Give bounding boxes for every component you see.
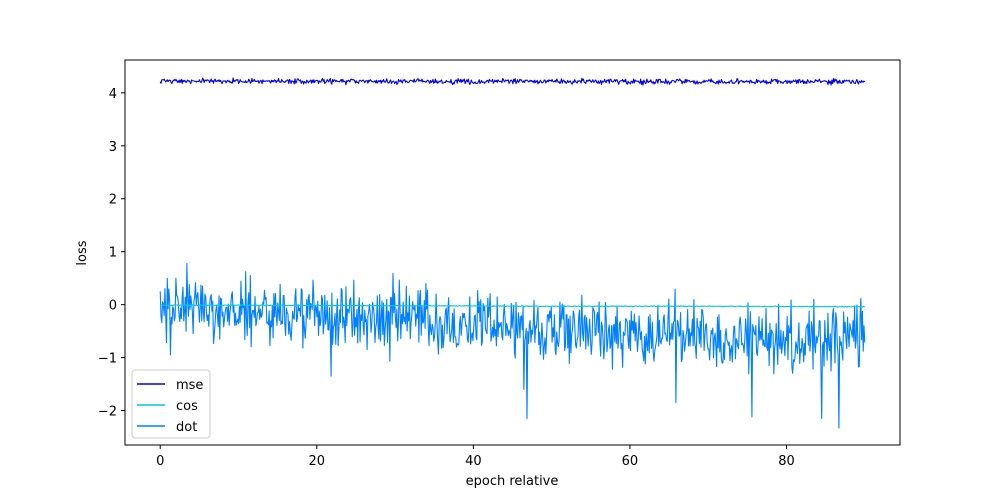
y-tick-label: 4: [109, 87, 117, 102]
x-tick-label: 40: [465, 454, 482, 469]
legend-items: mse cos dot: [137, 378, 203, 435]
y-tick-label: 1: [109, 246, 117, 261]
legend-label-dot: dot: [176, 420, 197, 435]
x-tick-label: 60: [622, 454, 639, 469]
plot-area-frame: [124, 59, 901, 446]
series-layer: [159, 77, 866, 429]
legend-box: [131, 369, 211, 439]
y-tick-label: 3: [109, 140, 117, 155]
x-axis-ticks: 0 20 40 60 80: [156, 445, 795, 469]
series-line-mse: [159, 77, 866, 86]
y-tick-label: −2: [98, 405, 117, 420]
y-tick-label: −1: [98, 352, 117, 367]
y-tick-label: 2: [109, 193, 117, 208]
series-line-dot: [159, 262, 866, 429]
x-tick-label: 80: [778, 454, 795, 469]
series-line-cos: [159, 304, 866, 308]
x-tick-label: 20: [309, 454, 326, 469]
legend-label-cos: cos: [176, 399, 198, 414]
y-tick-label: 0: [109, 299, 117, 314]
legend-label-mse: mse: [176, 378, 203, 393]
legend: mse cos dot: [131, 369, 211, 439]
x-tick-label: 0: [156, 454, 164, 469]
y-axis-label: loss: [75, 240, 90, 265]
y-axis-ticks: −2 −1 0 1 2 3 4: [98, 87, 125, 420]
x-axis-label: epoch relative: [466, 474, 559, 489]
